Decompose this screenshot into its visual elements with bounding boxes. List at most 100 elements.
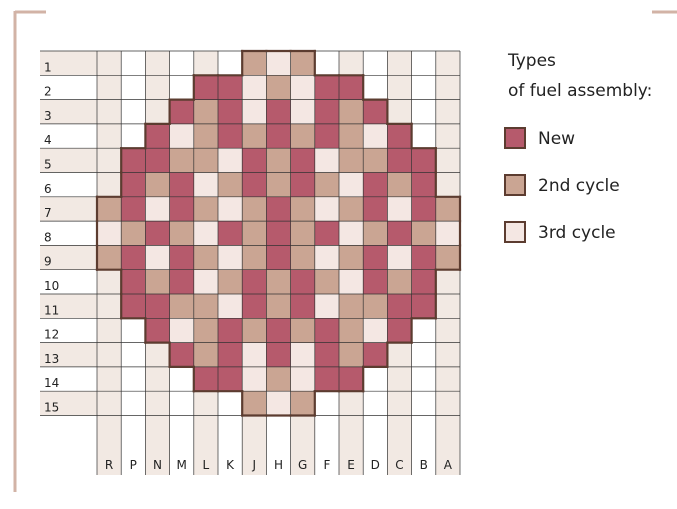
fuel-assembly (242, 294, 267, 319)
fuel-assembly (169, 99, 194, 124)
fuel-assembly (121, 269, 146, 294)
fuel-assembly (218, 318, 243, 343)
fuel-assembly (314, 172, 339, 197)
row-label: 12 (44, 328, 59, 342)
frame (13, 10, 677, 492)
fuel-assembly (290, 148, 315, 173)
fuel-assembly (339, 318, 364, 343)
fuel-assembly (339, 123, 364, 149)
fuel-assembly (169, 172, 194, 197)
fuel-assembly (387, 148, 412, 173)
fuel-assembly (339, 245, 364, 270)
fuel-assembly (266, 391, 291, 416)
fuel-assembly (169, 245, 194, 270)
fuel-assembly (339, 148, 364, 173)
row-label: 3 (44, 109, 52, 123)
fuel-assembly (314, 366, 339, 392)
column-label: D (371, 458, 380, 472)
row-shade (40, 99, 97, 124)
fuel-assembly (314, 245, 339, 270)
fuel-assembly (411, 172, 436, 197)
fuel-assembly (387, 221, 412, 246)
fuel-assembly (266, 318, 291, 343)
legend-title: Types (507, 51, 556, 71)
fuel-assembly (169, 269, 194, 294)
fuel-assembly (218, 366, 243, 392)
fuel-assembly (218, 172, 243, 197)
fuel-assembly (193, 366, 218, 392)
fuel-assembly (290, 196, 315, 222)
row-shade (40, 245, 97, 270)
fuel-assembly (435, 196, 460, 222)
fuel-assembly (193, 148, 218, 173)
fuel-assembly (411, 294, 436, 319)
fuel-assembly (387, 172, 412, 197)
fuel-assembly (242, 318, 267, 343)
fuel-assembly (339, 99, 364, 124)
fuel-assembly (339, 294, 364, 319)
fuel-assembly (145, 245, 170, 270)
fuel-assembly (169, 123, 194, 149)
fuel-assembly (314, 75, 339, 100)
fuel-assembly (411, 148, 436, 173)
fuel-assembly (339, 75, 364, 100)
fuel-assembly (242, 51, 267, 76)
fuel-assembly (290, 318, 315, 343)
fuel-assembly (242, 196, 267, 222)
column-label: P (130, 458, 137, 472)
fuel-assembly (266, 75, 291, 100)
fuel-assembly (387, 269, 412, 294)
fuel-assembly (218, 221, 243, 246)
fuel-assembly (266, 123, 291, 149)
fuel-assembly (266, 221, 291, 246)
fuel-assembly (339, 172, 364, 197)
fuel-assembly (266, 148, 291, 173)
fuel-assembly (145, 294, 170, 319)
fuel-assembly (387, 245, 412, 270)
legend-label: 2nd cycle (538, 176, 620, 196)
row-shade (40, 196, 97, 222)
row-label: 1 (44, 60, 52, 74)
column-label: R (105, 458, 113, 472)
fuel-assembly (314, 99, 339, 124)
fuel-assembly (339, 342, 364, 367)
fuel-assembly (290, 342, 315, 367)
fuel-assembly (193, 123, 218, 149)
row-label: 15 (44, 401, 59, 415)
fuel-assembly (266, 51, 291, 76)
fuel-assembly (435, 221, 460, 246)
fuel-assembly (121, 196, 146, 222)
fuel-assembly (169, 318, 194, 343)
fuel-assembly (314, 196, 339, 222)
column-label: G (298, 458, 307, 472)
fuel-assembly (363, 196, 388, 222)
fuel-assembly (387, 123, 412, 149)
fuel-assembly (97, 221, 122, 246)
fuel-assembly (169, 294, 194, 319)
fuel-assembly (314, 123, 339, 149)
legend-title: of fuel assembly: (508, 81, 652, 101)
fuel-assembly (218, 294, 243, 319)
fuel-assembly (193, 99, 218, 124)
row-label: 2 (44, 85, 52, 99)
fuel-assembly (193, 75, 218, 100)
column-label: E (347, 458, 355, 472)
fuel-assembly (411, 221, 436, 246)
row-label: 10 (44, 279, 59, 293)
row-shade (40, 391, 97, 416)
fuel-assembly (266, 366, 291, 392)
fuel-assembly (266, 342, 291, 367)
fuel-assembly (411, 269, 436, 294)
fuel-assembly (97, 245, 122, 270)
fuel-assembly (363, 172, 388, 197)
row-label: 4 (44, 133, 52, 147)
column-label: B (420, 458, 428, 472)
fuel-assembly (363, 294, 388, 319)
fuel-assembly (266, 269, 291, 294)
fuel-assembly (363, 221, 388, 246)
fuel-assembly (145, 196, 170, 222)
fuel-assembly (290, 366, 315, 392)
column-label: A (444, 458, 453, 472)
fuel-assembly (290, 172, 315, 197)
